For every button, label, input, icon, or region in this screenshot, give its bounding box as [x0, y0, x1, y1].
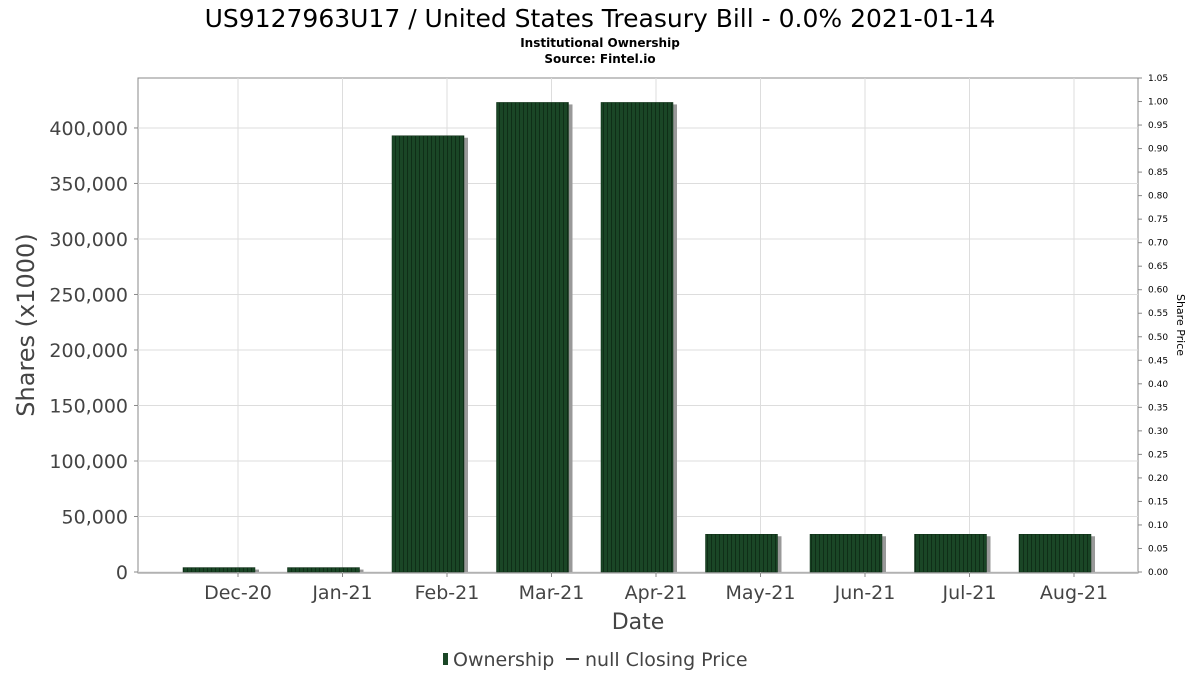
- y-axis-ticks: 0 50,000 100,000 150,000 200,000 250,000 300,0…: [49, 118, 138, 584]
- ownership-bar: [391, 135, 465, 573]
- y2-tick-label: 1.05: [1148, 74, 1168, 84]
- ownership-bar: [182, 567, 256, 573]
- y2-tick-label: 0.60: [1148, 286, 1168, 296]
- chart-subtitle-line-1: Institutional Ownership: [520, 36, 680, 50]
- y-tick-label: 250,000: [49, 284, 128, 306]
- x-tick-label: Jul-21: [942, 582, 997, 604]
- ownership-bar: [914, 534, 987, 573]
- y2-axis-label: Share Price: [1174, 294, 1187, 356]
- chart-title: US9127963U17 / United States Treasury Bi…: [205, 4, 996, 33]
- y2-axis-ticks: 0.00 0.05 0.10 0.15 0.20 0.25 0.30 0.35 0.40 0.45…: [1138, 74, 1168, 578]
- y2-tick-label: 0.70: [1148, 239, 1168, 249]
- x-tick-label: May-21: [726, 582, 796, 604]
- y2-tick-label: 1.00: [1148, 98, 1168, 108]
- y2-tick-label: 0.20: [1148, 474, 1168, 484]
- x-tick-label: Mar-21: [519, 582, 585, 604]
- legend-closing-price-label: null Closing Price: [585, 649, 748, 671]
- y2-tick-label: 0.50: [1148, 333, 1168, 343]
- y2-tick-label: 0.10: [1148, 521, 1168, 531]
- y2-tick-label: 0.05: [1148, 544, 1168, 554]
- y-tick-label: 150,000: [49, 395, 128, 417]
- y2-tick-label: 0.00: [1148, 568, 1168, 578]
- ownership-bar: [1018, 534, 1092, 573]
- legend-ownership-label: Ownership: [453, 649, 554, 671]
- y-tick-label: 100,000: [49, 451, 128, 473]
- y2-tick-label: 0.30: [1148, 427, 1168, 437]
- y2-tick-label: 0.65: [1148, 262, 1168, 272]
- x-tick-label: Apr-21: [625, 582, 688, 604]
- legend-ownership-swatch: [443, 653, 448, 665]
- legend: Ownership null Closing Price: [443, 649, 748, 671]
- ownership-bar: [809, 534, 883, 573]
- x-tick-label: Feb-21: [415, 582, 480, 604]
- y-tick-label: 350,000: [49, 173, 128, 195]
- chart-subtitle-line-2: Source: Fintel.io: [544, 52, 655, 66]
- y-tick-label: 300,000: [49, 229, 128, 251]
- y2-tick-label: 0.80: [1148, 192, 1168, 202]
- y2-tick-label: 0.45: [1148, 356, 1168, 366]
- x-tick-label: Dec-20: [204, 582, 272, 604]
- y-tick-label: 50,000: [62, 506, 128, 528]
- ownership-bars: [182, 102, 1095, 573]
- y-tick-label: 400,000: [49, 118, 128, 140]
- y2-tick-label: 0.90: [1148, 145, 1168, 155]
- ownership-bar: [600, 102, 674, 573]
- y2-tick-label: 0.15: [1148, 497, 1168, 507]
- y2-tick-label: 0.25: [1148, 450, 1168, 460]
- ownership-bar: [496, 102, 569, 573]
- x-tick-label: Jun-21: [834, 582, 896, 604]
- y2-tick-label: 0.75: [1148, 215, 1168, 225]
- y2-tick-label: 0.95: [1148, 121, 1168, 131]
- y2-tick-label: 0.35: [1148, 403, 1168, 413]
- y-tick-label: 200,000: [49, 340, 128, 362]
- x-tick-label: Aug-21: [1040, 582, 1108, 604]
- y-tick-label: 0: [116, 562, 128, 584]
- x-tick-label: Jan-21: [311, 582, 372, 604]
- y-axis-label: Shares (x1000): [12, 233, 40, 416]
- x-axis-label: Date: [612, 610, 665, 635]
- y2-tick-label: 0.40: [1148, 380, 1168, 390]
- y2-tick-label: 0.55: [1148, 309, 1168, 319]
- y2-tick-label: 0.85: [1148, 168, 1168, 178]
- x-axis-ticks: Dec-20 Jan-21 Feb-21 Mar-21 Apr-21 May-21 Jun-…: [204, 573, 1108, 604]
- ownership-bar: [705, 534, 778, 573]
- ownership-bar: [287, 567, 360, 573]
